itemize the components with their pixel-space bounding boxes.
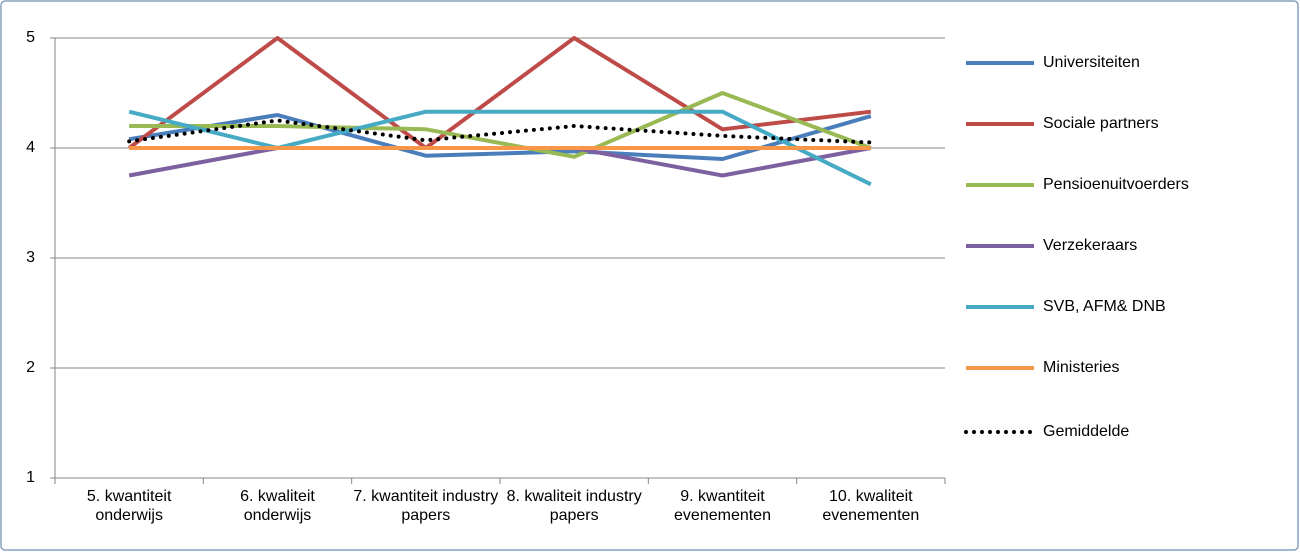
y-tick-label: 1 xyxy=(26,469,35,486)
y-tick-label: 5 xyxy=(26,29,35,46)
x-tick-label: 5. kwantiteit onderwijs xyxy=(86,488,172,524)
y-tick-label: 2 xyxy=(26,359,35,376)
x-tick-label: 6. kwaliteit onderwijs xyxy=(240,488,315,524)
legend-label: SVB, AFM& DNB xyxy=(1043,298,1166,315)
legend-label: Verzekeraars xyxy=(1043,237,1137,254)
legend-label: Ministeries xyxy=(1043,359,1119,376)
x-tick-label: 10. kwaliteit evenementen xyxy=(822,488,920,524)
series-line xyxy=(127,36,872,150)
legend-label: Gemiddelde xyxy=(1043,423,1129,440)
x-tick-label: 8. kwaliteit industry papers xyxy=(506,488,642,524)
series-line xyxy=(128,109,872,187)
series-line xyxy=(128,113,872,161)
x-tick-label: 7. kwantiteit industry papers xyxy=(353,488,499,524)
legend-label: Sociale partners xyxy=(1043,115,1159,132)
y-tick-label: 3 xyxy=(26,249,35,266)
series-line xyxy=(129,91,872,159)
x-tick-label: 9. kwantiteit evenementen xyxy=(674,488,771,524)
y-tick-label: 4 xyxy=(26,139,35,156)
legend-label: Universiteiten xyxy=(1043,54,1140,71)
legend-label: Pensioenuitvoerders xyxy=(1043,176,1189,193)
